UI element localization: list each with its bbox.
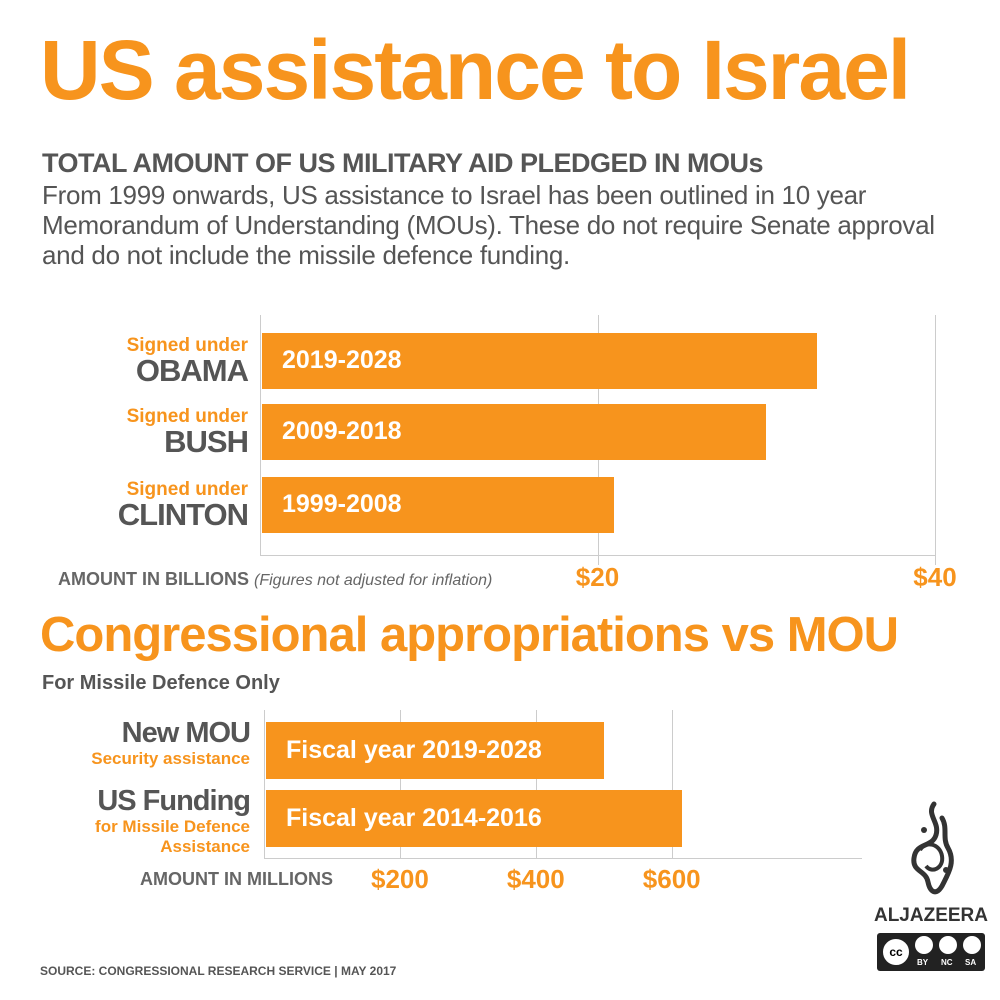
category-name: CLINTON	[117, 497, 249, 532]
nc-label: NC	[941, 958, 953, 967]
bar	[262, 404, 767, 460]
category-note: Security assistance	[91, 749, 250, 768]
aljazeera-logo: ALJAZEERA cc BY NC SA	[872, 800, 990, 971]
by-label: BY	[917, 958, 929, 967]
x-axis-line	[264, 858, 862, 859]
gridline	[671, 710, 673, 858]
category-name: BUSH	[164, 424, 249, 459]
cc-icon: cc	[881, 937, 911, 967]
bar-label: 2019-2028	[282, 346, 402, 374]
category-name: US Funding	[97, 785, 251, 817]
subtitle: TOTAL AMOUNT OF US MILITARY AID PLEDGED …	[42, 148, 764, 178]
nc-icon	[939, 936, 957, 954]
gridline	[399, 710, 401, 858]
category-name: New MOU	[121, 717, 251, 749]
category-note: Signed under	[126, 335, 248, 356]
tick-label: $200	[370, 864, 429, 894]
description: From 1999 onwards, US assistance to Isra…	[42, 180, 935, 270]
bar	[262, 477, 615, 533]
bar-label: Fiscal year 2019-2028	[286, 735, 542, 764]
section-title: Congressional appropriations vs MOU	[40, 608, 899, 662]
category-note: Signed under	[126, 479, 248, 500]
x-axis-label: AMOUNT IN MILLIONS	[140, 869, 333, 889]
page-title: US assistance to Israel	[40, 23, 911, 117]
tick-label: $600	[642, 864, 701, 894]
bar	[266, 722, 604, 779]
tick-label: $400	[506, 864, 565, 894]
bar	[266, 790, 682, 847]
x-axis-label: AMOUNT IN BILLIONS (Figures not adjusted…	[58, 569, 493, 589]
aljazeera-calligraphy-icon	[911, 801, 954, 895]
gridline	[535, 710, 537, 858]
category-note: Signed under	[126, 406, 248, 427]
category-note: for Missile Defence Assistance	[95, 817, 250, 856]
creative-commons-badge: cc BY NC SA	[877, 933, 985, 971]
sa-label: SA	[965, 958, 977, 967]
section-subtitle: For Missile Defence Only	[42, 672, 280, 694]
bar-label: 1999-2008	[282, 490, 402, 518]
bar-label: Fiscal year 2014-2016	[286, 803, 542, 832]
y-axis-line	[264, 710, 265, 858]
sa-icon	[963, 936, 981, 954]
y-axis-line	[260, 315, 261, 555]
aljazeera-wordmark: ALJAZEERA	[873, 905, 988, 926]
category-name: OBAMA	[135, 353, 249, 388]
bar	[262, 333, 817, 389]
source-note: SOURCE: CONGRESSIONAL RESEARCH SERVICE |…	[40, 964, 397, 978]
by-icon	[915, 936, 933, 954]
bar-label: 2009-2018	[282, 417, 402, 445]
tick-label: $20	[575, 562, 620, 592]
gridline	[935, 315, 936, 565]
tick-label: $40	[913, 562, 957, 592]
